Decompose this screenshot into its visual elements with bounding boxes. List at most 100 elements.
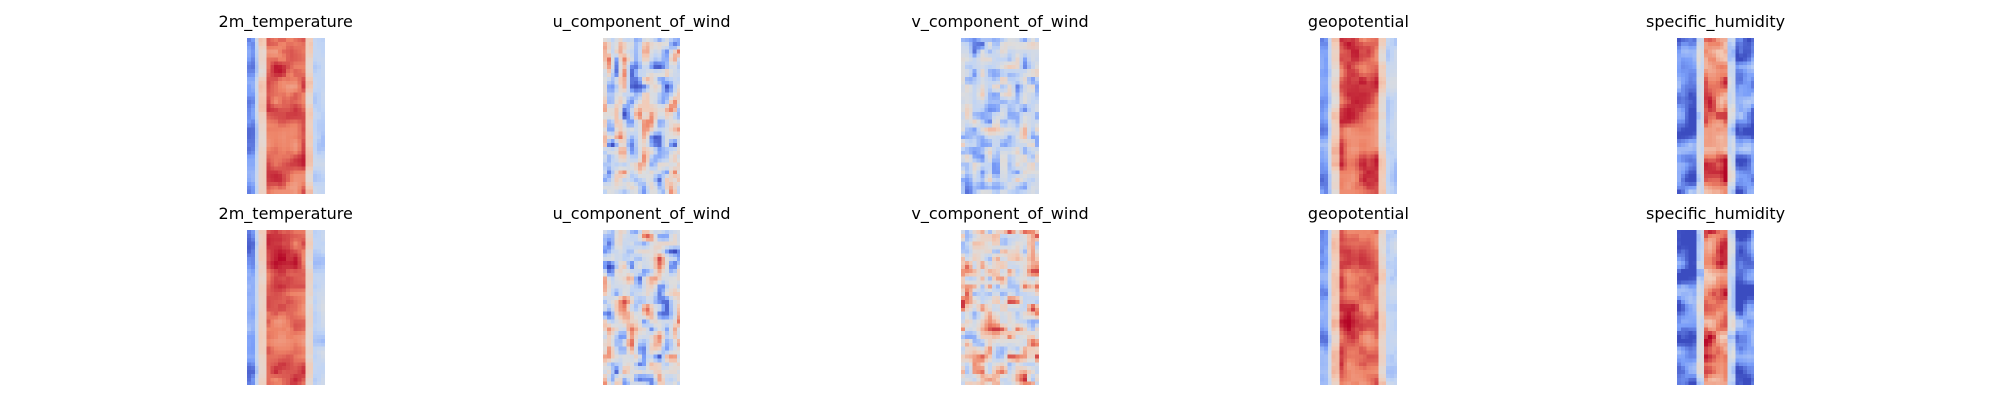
heatmap-cell	[602, 116, 608, 121]
heatmap-cell	[270, 53, 275, 59]
heatmap-cell	[274, 354, 279, 359]
heatmap-cell	[1338, 162, 1344, 168]
heatmap-cell	[610, 65, 615, 70]
heatmap-cell	[1731, 104, 1736, 109]
heatmap-cell	[1011, 127, 1017, 133]
heatmap-cell	[984, 42, 989, 47]
heatmap-cell	[1692, 154, 1697, 160]
heatmap-cell	[1362, 65, 1367, 70]
heatmap-cell	[1719, 53, 1724, 59]
heatmap-cell	[1323, 77, 1328, 82]
heatmap-cell	[305, 357, 310, 363]
heatmap-cell	[1350, 96, 1356, 102]
heatmap-cell	[1354, 53, 1359, 59]
heatmap-cell	[285, 315, 291, 320]
heatmap-cell	[637, 249, 643, 254]
heatmap-cell	[661, 256, 666, 262]
heatmap-cell	[250, 319, 256, 324]
heatmap-cell	[1342, 186, 1348, 191]
heatmap-cell	[976, 92, 982, 98]
heatmap-cell	[1719, 46, 1724, 51]
heatmap-cell	[614, 143, 619, 148]
heatmap-cell	[980, 46, 986, 51]
heatmap-cell	[1727, 154, 1732, 160]
heatmap-cell	[657, 49, 662, 55]
heatmap-cell	[270, 256, 275, 262]
heatmap-cell	[285, 256, 291, 262]
heatmap-cell	[606, 151, 612, 156]
heatmap-cell	[250, 299, 256, 305]
heatmap-cell	[281, 369, 287, 375]
heatmap-cell	[1738, 154, 1744, 160]
heatmap-cell	[258, 143, 263, 148]
heatmap-cell	[657, 42, 662, 47]
heatmap-cell	[1746, 127, 1752, 133]
heatmap-cell	[976, 162, 982, 168]
heatmap-cell	[1366, 135, 1371, 140]
heatmap-cell	[657, 229, 662, 235]
heatmap-cell	[1731, 77, 1736, 82]
heatmap-cell	[1735, 127, 1740, 133]
heatmap-cell	[1011, 182, 1017, 187]
heatmap-cell	[297, 315, 302, 320]
heatmap-cell	[1354, 143, 1359, 148]
heatmap-cell	[270, 229, 275, 235]
heatmap-cell	[1027, 112, 1032, 117]
heatmap-cell	[1684, 46, 1689, 51]
heatmap-cell	[285, 81, 291, 86]
heatmap-cell	[316, 373, 322, 379]
heatmap-cell	[281, 92, 287, 98]
heatmap-cell	[1366, 174, 1371, 179]
heatmap-cell	[277, 49, 283, 55]
heatmap-cell	[254, 123, 260, 129]
heatmap-cell	[1696, 170, 1701, 176]
heatmap-cell	[270, 127, 275, 133]
heatmap-cell	[254, 96, 260, 102]
heatmap-cell	[309, 46, 314, 51]
heatmap-cell	[254, 260, 260, 266]
heatmap-cell	[629, 233, 635, 238]
heatmap-cell	[270, 334, 275, 340]
heatmap-cell	[309, 322, 314, 328]
heatmap-cell	[1358, 61, 1363, 67]
heatmap-cell	[992, 162, 997, 168]
heatmap-cell	[316, 295, 322, 301]
heatmap-cell	[657, 158, 662, 164]
heatmap-cell	[250, 311, 256, 316]
heatmap-cell	[1366, 42, 1371, 47]
heatmap-cell	[293, 315, 298, 320]
heatmap-cell	[1007, 38, 1013, 43]
heatmap-cell	[1750, 92, 1755, 98]
heatmap-cell	[649, 229, 654, 235]
heatmap-cell	[661, 237, 666, 242]
heatmap-cell	[309, 334, 314, 340]
heatmap-cell	[289, 100, 295, 105]
heatmap-cell	[289, 170, 295, 176]
heatmap-cell	[1688, 116, 1693, 121]
heatmap-cell	[1389, 116, 1395, 121]
heatmap-cell	[316, 61, 322, 67]
heatmap-cell	[1027, 186, 1032, 191]
heatmap-cell	[1342, 88, 1348, 94]
heatmap-cell	[1723, 139, 1728, 144]
heatmap-cell	[1370, 38, 1375, 43]
heatmap-cell	[622, 57, 627, 63]
heatmap-cell	[984, 174, 989, 179]
heatmap-cell	[320, 241, 325, 246]
heatmap-cell	[1027, 81, 1032, 86]
heatmap-cell	[297, 127, 302, 133]
heatmap-cell	[277, 100, 283, 105]
heatmap-cell	[1373, 139, 1379, 144]
heatmap-cell	[961, 162, 966, 168]
heatmap-cell	[1389, 186, 1395, 191]
heatmap-cell	[964, 100, 970, 105]
heatmap-cell	[1338, 92, 1344, 98]
heatmap-cell	[614, 170, 619, 176]
heatmap-cell	[984, 139, 989, 144]
heatmap-cell	[1007, 57, 1013, 63]
heatmap-cell	[668, 116, 674, 121]
heatmap-cell	[1731, 166, 1736, 172]
heatmap-svg	[246, 229, 325, 386]
heatmap-cell	[1354, 147, 1359, 152]
heatmap-cell	[281, 154, 287, 160]
